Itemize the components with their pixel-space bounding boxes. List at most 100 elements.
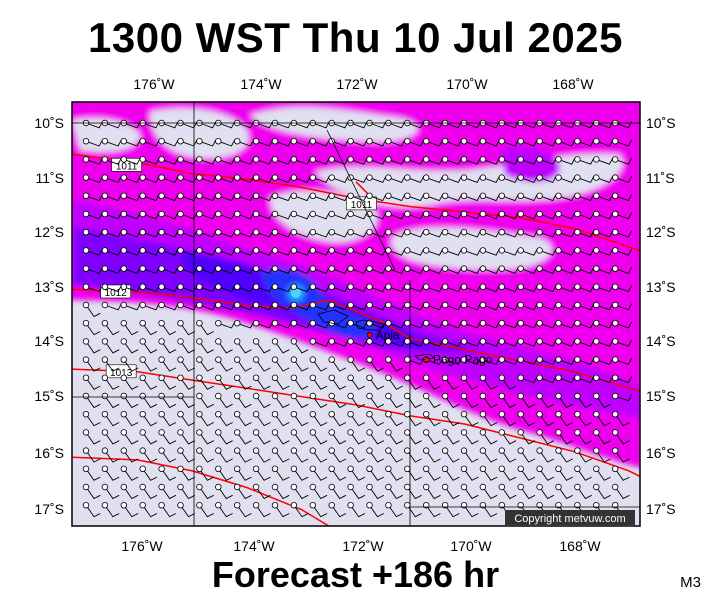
wind-barb — [82, 483, 101, 500]
wind-barb — [101, 174, 122, 183]
wind-barb — [555, 447, 574, 463]
wind-barb — [347, 283, 368, 293]
wind-barb — [252, 320, 273, 329]
lat-label-right-10s: 10˚S — [646, 115, 676, 131]
wind-barb — [555, 320, 576, 329]
wind-barb — [252, 301, 273, 311]
wind-barb — [574, 465, 592, 481]
wind-barb — [536, 228, 557, 238]
wind-barb — [309, 447, 328, 463]
wind-barb — [328, 301, 349, 311]
wind-barb — [328, 156, 349, 165]
wind-barb — [309, 228, 330, 238]
wind-barb — [385, 374, 403, 390]
wind-barb — [252, 338, 271, 354]
wind-barb — [196, 247, 217, 256]
wind-barb — [366, 247, 387, 256]
wind-barb — [536, 483, 555, 500]
wind-barb — [328, 265, 349, 274]
wind-barb — [290, 356, 309, 372]
wind-barb — [271, 228, 292, 238]
wind-barb — [215, 174, 236, 183]
wind-barb — [612, 429, 630, 445]
wind-barb — [423, 338, 444, 347]
wind-barb — [517, 338, 538, 347]
wind-barb — [101, 374, 120, 390]
wind-barb — [404, 192, 425, 202]
wind-barb — [139, 137, 160, 147]
wind-barb — [290, 483, 309, 500]
wind-barb — [309, 374, 328, 390]
wind-barb — [593, 465, 611, 481]
wind-barb — [120, 447, 139, 463]
lat-label-left-14s: 14˚S — [34, 333, 64, 349]
wind-barb — [423, 283, 444, 293]
wind-barb — [423, 247, 444, 256]
wind-barb — [82, 374, 101, 390]
svg-text:1011: 1011 — [351, 200, 373, 211]
wind-barb — [120, 137, 141, 147]
isobar-1014 — [72, 456, 330, 526]
wind-barb — [404, 392, 422, 409]
wind-barb — [233, 247, 255, 256]
wind-barb — [120, 320, 139, 336]
wind-barb — [309, 338, 330, 347]
wind-barb — [120, 210, 141, 220]
wind-barb — [290, 156, 311, 165]
wind-barb — [385, 265, 406, 274]
wind-barb — [347, 137, 368, 147]
wind-barb — [196, 374, 214, 390]
wind-barb — [441, 465, 460, 481]
wind-barb — [347, 192, 368, 202]
wind-barb — [593, 429, 611, 445]
wind-barb — [82, 174, 103, 183]
wind-barb — [290, 283, 311, 293]
wind-barb — [252, 447, 271, 463]
wind-barb — [441, 320, 462, 329]
copyright-text: Copyright metvuw.com — [514, 513, 625, 525]
lat-label-left-15s: 15˚S — [34, 388, 64, 404]
wind-barb — [158, 156, 179, 165]
wind-barb — [120, 283, 141, 293]
wind-barb — [101, 483, 120, 500]
wind-barb — [612, 301, 633, 311]
wind-barb — [158, 338, 177, 354]
wind-barb — [139, 429, 158, 445]
lon-label-bottom-168w: 168˚W — [559, 538, 601, 554]
wind-barb — [423, 447, 441, 463]
wind-barb — [479, 228, 500, 238]
wind-barb — [328, 356, 347, 372]
wind-barb — [574, 156, 595, 165]
wind-barb — [196, 429, 214, 445]
wind-barb — [196, 392, 214, 409]
wind-barb — [139, 210, 160, 220]
wind-barb — [517, 156, 538, 165]
wind-barb — [196, 283, 217, 293]
wind-barb — [120, 502, 139, 518]
wind-barb — [215, 429, 233, 445]
wind-barb — [517, 174, 538, 183]
wind-barb — [252, 465, 271, 481]
wind-barb — [593, 210, 614, 220]
wind-barb — [233, 356, 252, 372]
wind-barb — [347, 156, 368, 165]
wind-barb — [309, 356, 328, 372]
wind-barb — [574, 374, 595, 384]
wind-barb — [555, 392, 574, 409]
wind-barb — [347, 265, 368, 274]
wind-barb — [441, 392, 460, 409]
wind-barb — [158, 411, 177, 427]
wind-barb — [120, 483, 139, 500]
wind-barb — [385, 156, 406, 165]
wind-barb — [215, 392, 233, 409]
wind-barb — [404, 156, 425, 165]
wind-barb — [479, 283, 500, 293]
wind-barb — [574, 137, 595, 147]
wind-barb — [460, 374, 479, 390]
wind-barb — [290, 192, 311, 202]
wind-barb — [82, 320, 101, 336]
wind-barb — [252, 429, 271, 445]
wind-barb — [441, 265, 462, 274]
wind-barb — [196, 301, 217, 311]
